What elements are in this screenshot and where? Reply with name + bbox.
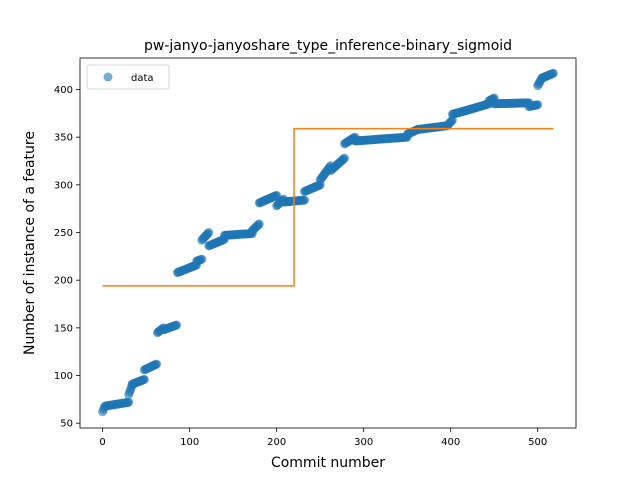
legend-entry-data: data xyxy=(131,73,154,84)
data-point xyxy=(139,374,149,384)
x-tick-label: 300 xyxy=(354,437,373,448)
data-point xyxy=(548,68,558,78)
fit-line xyxy=(102,127,554,287)
data-point xyxy=(204,228,214,238)
plot-area xyxy=(98,68,558,417)
y-tick-label: 300 xyxy=(54,180,73,191)
chart-title: pw-janyo-janyoshare_type_inference-binar… xyxy=(144,38,512,54)
data-point xyxy=(124,397,134,407)
data-point xyxy=(300,195,310,205)
x-tick-label: 200 xyxy=(267,437,286,448)
legend-box xyxy=(86,64,170,90)
data-point xyxy=(340,153,350,163)
x-tick-label: 100 xyxy=(180,437,199,448)
y-tick-label: 100 xyxy=(54,371,73,382)
data-point xyxy=(533,100,543,110)
y-tick-label: 50 xyxy=(60,419,73,430)
x-axis-label: Commit number xyxy=(271,455,385,471)
data-point xyxy=(152,359,162,369)
y-axis-ticks: 50 100 150 200 250 300 350 400 xyxy=(54,85,80,430)
y-axis-label: Number of instance of a feature xyxy=(22,131,38,355)
legend-marker xyxy=(103,72,113,82)
y-tick-label: 200 xyxy=(54,276,73,287)
scatter-points xyxy=(98,68,558,417)
data-point xyxy=(254,219,264,229)
legend: data xyxy=(86,64,170,90)
data-point xyxy=(172,320,182,330)
data-point xyxy=(197,254,207,264)
axes-frame xyxy=(79,57,577,429)
y-tick-label: 250 xyxy=(54,228,73,239)
y-tick-label: 150 xyxy=(54,323,73,334)
x-tick-label: 500 xyxy=(528,437,547,448)
x-tick-label: 0 xyxy=(99,437,105,448)
x-tick-label: 400 xyxy=(441,437,460,448)
y-tick-label: 350 xyxy=(54,133,73,144)
y-tick-label: 400 xyxy=(54,85,73,96)
x-axis-ticks: 0 100 200 300 400 500 xyxy=(99,428,547,448)
